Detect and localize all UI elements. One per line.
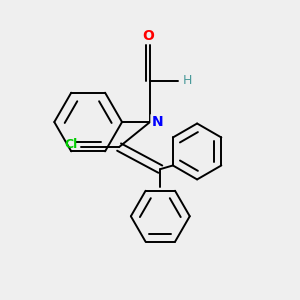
Text: Cl: Cl (64, 138, 78, 151)
Text: O: O (142, 28, 154, 43)
Text: H: H (182, 74, 192, 87)
Text: N: N (152, 115, 163, 129)
